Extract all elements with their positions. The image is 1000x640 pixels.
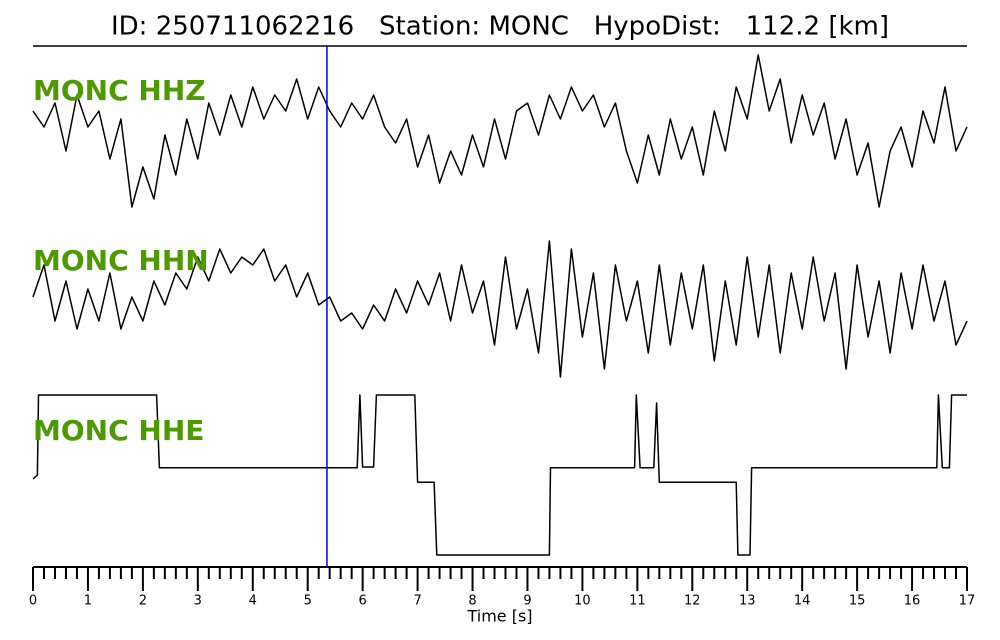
x-tick-label: 16 <box>904 594 921 609</box>
x-axis-label: Time [s] <box>466 607 532 626</box>
x-tick-label: 9 <box>523 594 531 609</box>
x-tick-label: 10 <box>574 594 591 609</box>
x-tick-label: 4 <box>249 594 257 609</box>
trace-label: MONC HHE <box>33 414 204 447</box>
x-tick-label: 11 <box>629 594 646 609</box>
x-tick-label: 14 <box>794 594 811 609</box>
x-tick-label: 13 <box>739 594 756 609</box>
x-tick-label: 1 <box>84 594 92 609</box>
trace-label: MONC HHZ <box>33 74 206 107</box>
trace <box>32 394 967 556</box>
x-tick-label: 15 <box>849 594 866 609</box>
x-tick-label: 3 <box>194 594 202 609</box>
x-tick-label: 12 <box>684 594 701 609</box>
x-tick-label: 7 <box>413 594 421 609</box>
x-tick-label: 5 <box>304 594 312 609</box>
x-tick-label: 0 <box>29 594 37 609</box>
trace <box>32 54 968 208</box>
x-tick-label: 8 <box>468 594 476 609</box>
trace-label: MONC HHN <box>33 244 209 277</box>
x-tick-label: 2 <box>139 594 147 609</box>
x-tick-label: 17 <box>959 594 976 609</box>
chart-title: ID: 250711062216 Station: MONC HypoDist:… <box>111 12 889 42</box>
x-tick-label: 6 <box>359 594 367 609</box>
trace <box>32 240 968 378</box>
